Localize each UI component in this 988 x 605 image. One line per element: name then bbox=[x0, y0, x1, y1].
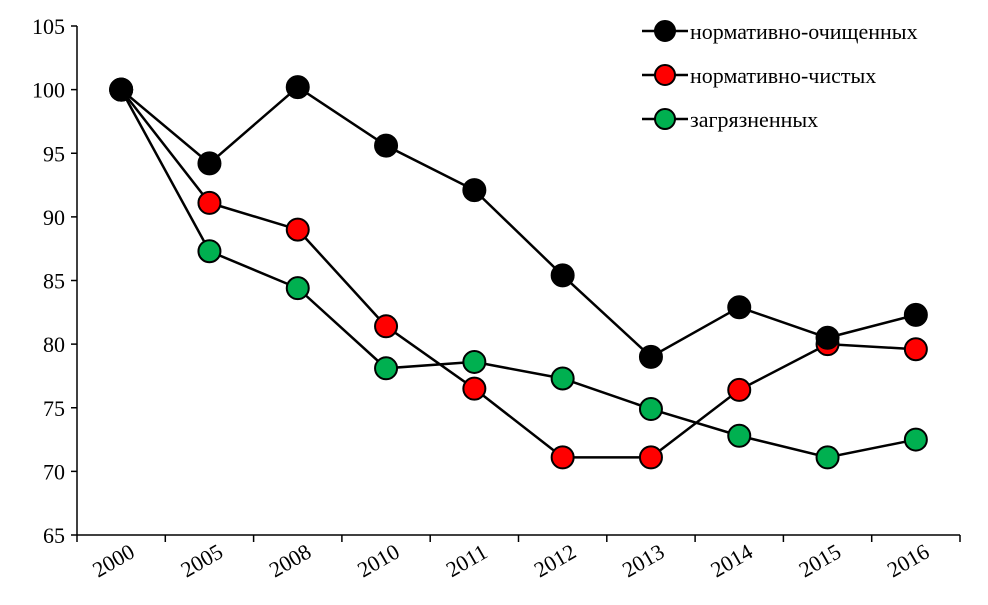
x-tick-label: 2014 bbox=[706, 539, 757, 583]
data-point bbox=[550, 445, 575, 470]
series-line bbox=[120, 88, 916, 459]
data-point bbox=[815, 445, 840, 470]
data-point bbox=[903, 302, 928, 327]
data-point bbox=[285, 75, 310, 100]
x-tick-label: 2008 bbox=[265, 539, 316, 583]
legend-marker bbox=[654, 20, 676, 42]
series-line bbox=[120, 89, 917, 459]
chart-legend: нормативно-очищенных нормативно-чистых заг… bbox=[642, 19, 918, 132]
data-point bbox=[638, 344, 663, 369]
data-point bbox=[462, 376, 487, 401]
data-point bbox=[197, 151, 222, 176]
y-tick-label: 95 bbox=[43, 141, 65, 166]
legend-label: загрязненных bbox=[690, 107, 818, 132]
y-tick-label: 105 bbox=[32, 14, 65, 39]
data-point bbox=[462, 178, 487, 203]
data-point bbox=[727, 377, 752, 402]
data-point bbox=[374, 133, 399, 158]
data-point bbox=[197, 190, 222, 215]
data-point bbox=[815, 325, 840, 350]
legend-marker bbox=[654, 108, 676, 130]
y-tick-label: 65 bbox=[43, 523, 65, 548]
series-line bbox=[120, 85, 917, 359]
x-tick-label: 2012 bbox=[530, 539, 581, 583]
x-tick-label: 2000 bbox=[88, 539, 139, 583]
x-tick-label: 2005 bbox=[176, 539, 227, 583]
y-tick-label: 100 bbox=[32, 78, 65, 103]
data-point bbox=[903, 337, 928, 362]
legend-label: нормативно-чистых bbox=[690, 63, 876, 88]
series-markers bbox=[109, 75, 928, 470]
y-tick-label: 75 bbox=[43, 396, 65, 421]
data-point bbox=[197, 239, 222, 264]
x-tick-label: 2015 bbox=[794, 539, 845, 583]
chart-axes: 65 70 75 80 85 90 95 100 105 2000 2005 2008 2010 2011… bbox=[32, 14, 961, 583]
data-point bbox=[727, 295, 752, 320]
legend-marker bbox=[654, 64, 676, 86]
data-point bbox=[374, 314, 399, 339]
y-tick-label: 90 bbox=[43, 205, 65, 230]
data-point bbox=[550, 263, 575, 288]
data-point bbox=[550, 366, 575, 391]
legend-label: нормативно-очищенных bbox=[690, 19, 918, 44]
data-point bbox=[638, 445, 663, 470]
data-point bbox=[109, 77, 134, 102]
y-tick-label: 80 bbox=[43, 332, 65, 357]
data-point bbox=[374, 356, 399, 381]
y-tick-label: 70 bbox=[43, 459, 65, 484]
data-point bbox=[638, 397, 663, 422]
x-tick-label: 2011 bbox=[442, 539, 492, 582]
data-point bbox=[462, 349, 487, 374]
series-lines bbox=[120, 85, 917, 459]
y-tick-label: 85 bbox=[43, 269, 65, 294]
data-point bbox=[285, 276, 310, 301]
data-point bbox=[903, 427, 928, 452]
data-point bbox=[285, 217, 310, 242]
data-point bbox=[727, 423, 752, 448]
x-tick-label: 2013 bbox=[618, 539, 669, 583]
x-tick-label: 2010 bbox=[353, 539, 404, 583]
x-tick-label: 2016 bbox=[883, 539, 934, 583]
